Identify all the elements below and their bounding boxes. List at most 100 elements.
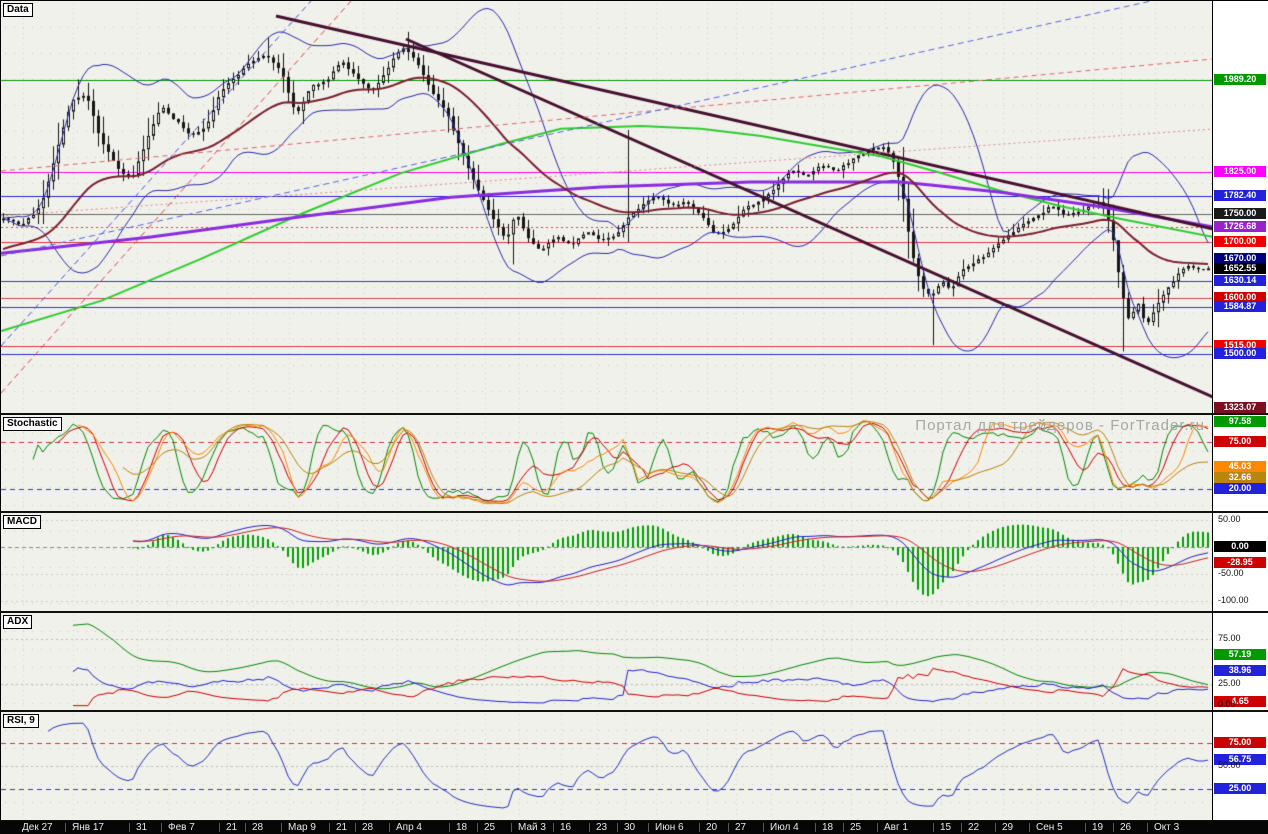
time-tick-label: Фев 7 bbox=[168, 822, 195, 833]
rsi-panel: 75.00 56.75 50.00 25.00 RSI, 9 bbox=[1, 712, 1268, 820]
time-tick-separator bbox=[995, 823, 996, 832]
axis-value-label: 38.96 bbox=[1214, 665, 1266, 677]
axis-value-label: 1584.87 bbox=[1214, 300, 1266, 312]
adx-chart-canvas[interactable] bbox=[1, 613, 1212, 710]
watermark-text: Портал для трейдеров - ForTrader.ru bbox=[915, 417, 1205, 434]
time-tick-separator bbox=[699, 823, 700, 832]
axis-value-label: 1600.00 bbox=[1214, 292, 1266, 304]
axis-value-label: 1500.00 bbox=[1214, 348, 1266, 360]
time-tick-label: Апр 4 bbox=[396, 822, 422, 833]
rsi-panel-title: RSI, 9 bbox=[3, 714, 39, 728]
time-tick-label: 29 bbox=[1002, 822, 1014, 833]
panel-splitter[interactable] bbox=[0, 413, 1268, 415]
axis-value-label: -50.00 bbox=[1218, 568, 1244, 579]
rsi-chart-canvas[interactable] bbox=[1, 712, 1212, 820]
macd-panel-title: MACD bbox=[3, 515, 41, 529]
axis-value-label: 1323.07 bbox=[1214, 402, 1266, 413]
time-tick-label: 21 bbox=[336, 822, 348, 833]
macd-axis[interactable]: 50.00 0.00 -28.95 -50.00 -100.00 bbox=[1212, 513, 1268, 611]
time-tick-separator bbox=[1085, 823, 1086, 832]
time-tick-separator bbox=[815, 823, 816, 832]
price-panel-title: Data bbox=[3, 3, 33, 17]
axis-value-label: 45.03 bbox=[1214, 461, 1266, 473]
axis-value-label: 75.00 bbox=[1218, 633, 1241, 644]
time-tick-label: 18 bbox=[456, 822, 468, 833]
time-tick-label: Дек 27 bbox=[22, 822, 53, 833]
time-tick-label: Авг 1 bbox=[884, 822, 908, 833]
axis-value-label: 25.00 bbox=[1218, 677, 1241, 688]
axis-value-label: 1782.40 bbox=[1214, 189, 1266, 201]
time-tick-label: 28 bbox=[362, 822, 374, 833]
rsi-axis[interactable]: 75.00 56.75 50.00 25.00 bbox=[1212, 712, 1268, 820]
time-tick-separator bbox=[245, 823, 246, 832]
stochastic-axis[interactable]: 97.58 75.00 45.03 32.66 20.00 bbox=[1212, 415, 1268, 511]
time-tick-label: Май 3 bbox=[518, 822, 546, 833]
panel-splitter[interactable] bbox=[0, 511, 1268, 513]
time-axis[interactable]: Дек 27 Янв 17 31 Фев 7 21 28 Мар 9 21 28 Апр 4 18 2… bbox=[0, 821, 1268, 834]
time-tick-label: Мар 9 bbox=[288, 822, 316, 833]
price-axis[interactable]: 1989.20 1825.00 1782.40 1750.00 1726.68 1700.… bbox=[1212, 1, 1268, 413]
time-tick-label: 15 bbox=[940, 822, 952, 833]
axis-value-label: -100.00 bbox=[1218, 594, 1249, 605]
time-tick-label: 18 bbox=[822, 822, 834, 833]
time-tick-separator bbox=[1113, 823, 1114, 832]
axis-value-label: 1825.00 bbox=[1214, 165, 1266, 177]
time-tick-label: 19 bbox=[1092, 822, 1104, 833]
axis-value-label: 1652.55 bbox=[1214, 262, 1266, 274]
price-chart-canvas[interactable] bbox=[1, 1, 1212, 413]
macd-panel: 50.00 0.00 -28.95 -50.00 -100.00 MACD bbox=[1, 513, 1268, 611]
time-tick-separator bbox=[843, 823, 844, 832]
axis-value-label: 57.19 bbox=[1214, 649, 1266, 661]
axis-value-label: 97.58 bbox=[1214, 416, 1266, 428]
time-tick-label: 22 bbox=[968, 822, 980, 833]
time-tick-separator bbox=[355, 823, 356, 832]
time-tick-separator bbox=[933, 823, 934, 832]
time-tick-label: 26 bbox=[1120, 822, 1132, 833]
axis-value-label: 1989.20 bbox=[1214, 73, 1266, 85]
time-tick-separator bbox=[329, 823, 330, 832]
axis-value-label: 1700.00 bbox=[1214, 236, 1266, 248]
time-tick-separator bbox=[389, 823, 390, 832]
time-tick-separator bbox=[763, 823, 764, 832]
axis-value-label: 50.00 bbox=[1218, 760, 1241, 770]
time-tick-label: 28 bbox=[252, 822, 264, 833]
time-tick-label: 16 bbox=[560, 822, 572, 833]
time-tick-label: 25 bbox=[484, 822, 496, 833]
time-tick-separator bbox=[648, 823, 649, 832]
axis-value-label: 1670.00 bbox=[1214, 252, 1266, 264]
time-tick-separator bbox=[877, 823, 878, 832]
adx-panel-title: ADX bbox=[3, 615, 33, 629]
time-tick-label: 21 bbox=[226, 822, 238, 833]
axis-value-label: 4.65 bbox=[1214, 695, 1266, 707]
time-tick-separator bbox=[477, 823, 478, 832]
time-tick-separator bbox=[161, 823, 162, 832]
axis-value-label: 20.00 bbox=[1214, 482, 1266, 494]
axis-value-label: 50.00 bbox=[1218, 514, 1241, 525]
time-tick-separator bbox=[129, 823, 130, 832]
time-tick-separator bbox=[511, 823, 512, 832]
time-tick-separator bbox=[589, 823, 590, 832]
stochastic-chart-canvas[interactable] bbox=[1, 415, 1212, 511]
time-tick-separator bbox=[449, 823, 450, 832]
time-tick-label: 25 bbox=[850, 822, 862, 833]
time-tick-separator bbox=[1029, 823, 1030, 832]
macd-chart-canvas[interactable] bbox=[1, 513, 1212, 611]
axis-value-label: 75.00 bbox=[1214, 737, 1266, 748]
axis-value-label: 1630.14 bbox=[1214, 275, 1266, 287]
time-tick-separator bbox=[961, 823, 962, 832]
time-tick-label: Янв 17 bbox=[72, 822, 104, 833]
axis-value-label: 56.75 bbox=[1214, 753, 1266, 765]
time-tick-label: 31 bbox=[136, 822, 148, 833]
panel-splitter[interactable] bbox=[0, 611, 1268, 613]
time-tick-label: Окт 3 bbox=[1154, 822, 1180, 833]
axis-value-label: -28.95 bbox=[1214, 556, 1266, 568]
adx-panel: 75.00 57.19 38.96 25.00 4.65 0.00 ADX bbox=[1, 613, 1268, 710]
axis-value-label: 0.00 bbox=[1214, 541, 1266, 553]
time-tick-separator bbox=[728, 823, 729, 832]
adx-axis[interactable]: 75.00 57.19 38.96 25.00 4.65 0.00 bbox=[1212, 613, 1268, 710]
panel-splitter[interactable] bbox=[0, 710, 1268, 712]
price-panel: 1989.20 1825.00 1782.40 1750.00 1726.68 1700.… bbox=[1, 1, 1268, 413]
time-tick-separator bbox=[65, 823, 66, 832]
time-tick-label: Июл 4 bbox=[770, 822, 799, 833]
time-tick-separator bbox=[219, 823, 220, 832]
